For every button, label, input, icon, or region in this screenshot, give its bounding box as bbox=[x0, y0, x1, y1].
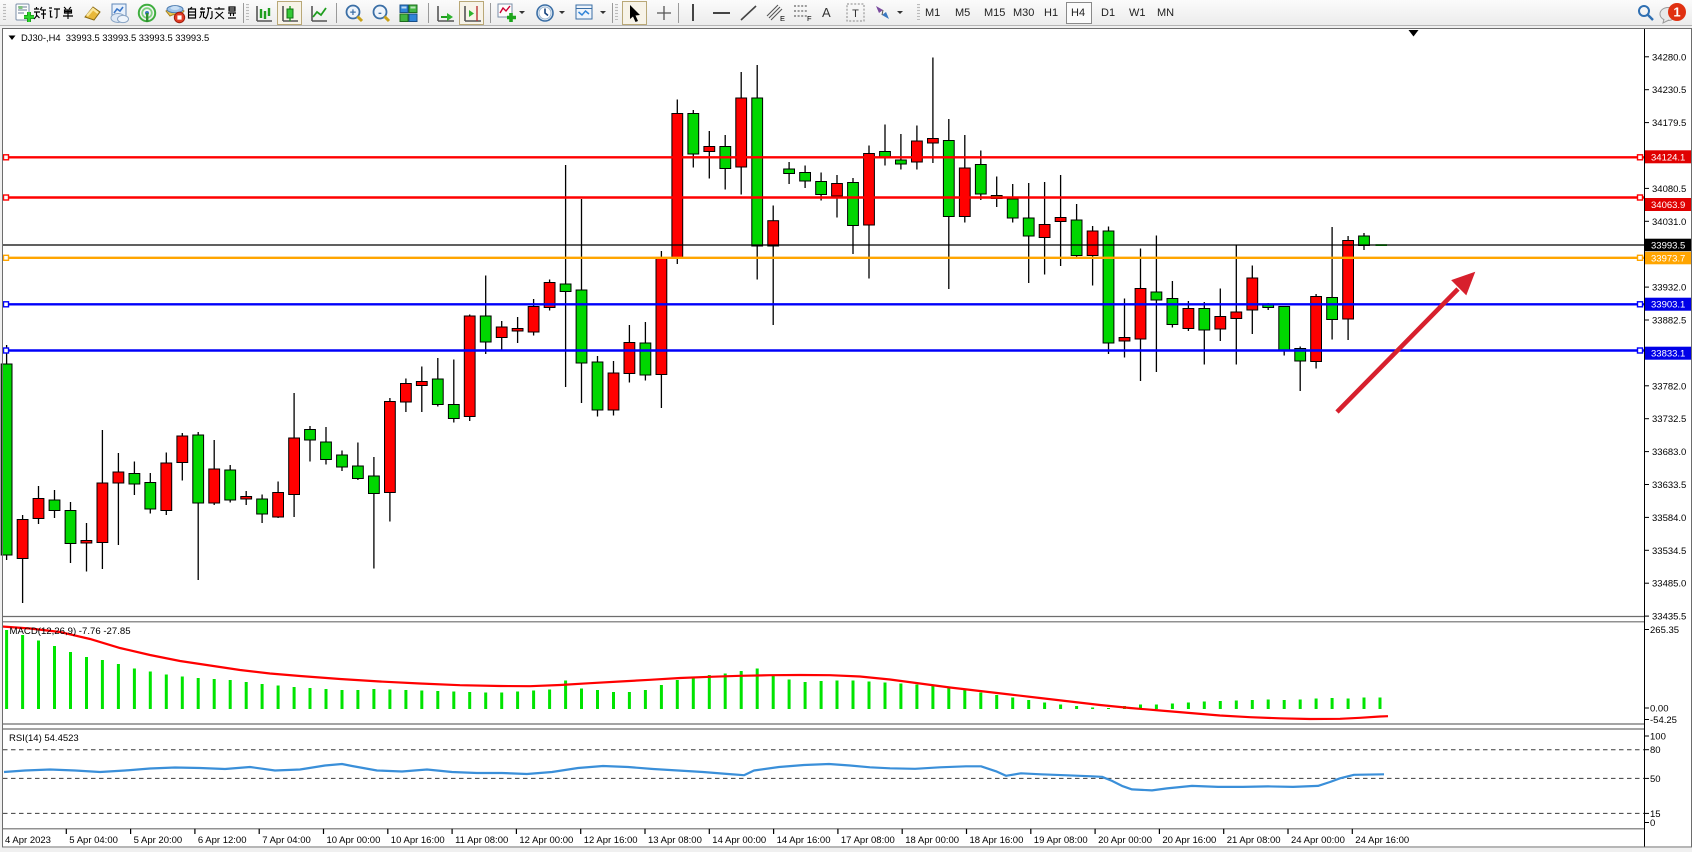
svg-text:20 Apr 00:00: 20 Apr 00:00 bbox=[1098, 835, 1152, 846]
svg-text:265.35: 265.35 bbox=[1650, 625, 1679, 636]
svg-text:10 Apr 00:00: 10 Apr 00:00 bbox=[327, 835, 381, 846]
svg-text:RSI(14) 54.4523: RSI(14) 54.4523 bbox=[9, 733, 79, 744]
svg-text:33633.5: 33633.5 bbox=[1652, 480, 1686, 491]
svg-text:34124.1: 34124.1 bbox=[1651, 152, 1685, 163]
svg-text:+: + bbox=[350, 7, 356, 19]
svg-text:33584.0: 33584.0 bbox=[1652, 513, 1686, 524]
svg-text:50: 50 bbox=[1650, 774, 1661, 785]
svg-text:DJ30-,H4 33993.5 33993.5 3399: DJ30-,H4 33993.5 33993.5 33993.5 33993.5 bbox=[21, 32, 209, 43]
svg-text:33485.0: 33485.0 bbox=[1652, 579, 1686, 590]
svg-text:7 Apr 04:00: 7 Apr 04:00 bbox=[262, 835, 311, 846]
svg-text:14 Apr 00:00: 14 Apr 00:00 bbox=[712, 835, 766, 846]
svg-text:33882.5: 33882.5 bbox=[1652, 316, 1686, 327]
svg-text:E: E bbox=[780, 14, 785, 23]
svg-text:21 Apr 08:00: 21 Apr 08:00 bbox=[1227, 835, 1281, 846]
svg-text:80: 80 bbox=[1650, 745, 1661, 756]
svg-text:33534.5: 33534.5 bbox=[1652, 546, 1686, 557]
svg-text:19 Apr 08:00: 19 Apr 08:00 bbox=[1034, 835, 1088, 846]
svg-text:20 Apr 16:00: 20 Apr 16:00 bbox=[1162, 835, 1216, 846]
svg-text:33932.0: 33932.0 bbox=[1652, 283, 1686, 294]
svg-text:18 Apr 16:00: 18 Apr 16:00 bbox=[970, 835, 1024, 846]
svg-text:100: 100 bbox=[1650, 732, 1666, 743]
svg-text:1: 1 bbox=[1673, 5, 1680, 20]
svg-text:24 Apr 16:00: 24 Apr 16:00 bbox=[1355, 835, 1409, 846]
svg-text:12 Apr 00:00: 12 Apr 00:00 bbox=[519, 835, 573, 846]
svg-text:33683.0: 33683.0 bbox=[1652, 447, 1686, 458]
svg-text:33973.7: 33973.7 bbox=[1651, 254, 1685, 265]
svg-text:34080.5: 34080.5 bbox=[1652, 184, 1686, 195]
svg-text:0.00: 0.00 bbox=[1650, 704, 1669, 715]
svg-text:33993.5: 33993.5 bbox=[1651, 240, 1685, 251]
svg-text:34179.5: 34179.5 bbox=[1652, 118, 1686, 129]
svg-text:MACD(12,26,9) -7.76 -27.85: MACD(12,26,9) -7.76 -27.85 bbox=[10, 626, 131, 637]
svg-text:5 Apr 20:00: 5 Apr 20:00 bbox=[134, 835, 183, 846]
svg-text:33435.5: 33435.5 bbox=[1652, 612, 1686, 623]
svg-text:-54.25: -54.25 bbox=[1650, 715, 1677, 726]
svg-text:33782.0: 33782.0 bbox=[1652, 381, 1686, 392]
svg-text:34031.0: 34031.0 bbox=[1652, 217, 1686, 228]
svg-text:5 Apr 04:00: 5 Apr 04:00 bbox=[69, 835, 118, 846]
svg-text:4 Apr 2023: 4 Apr 2023 bbox=[5, 835, 51, 846]
svg-text:6 Apr 12:00: 6 Apr 12:00 bbox=[198, 835, 247, 846]
svg-text:12 Apr 16:00: 12 Apr 16:00 bbox=[584, 835, 638, 846]
svg-text:10 Apr 16:00: 10 Apr 16:00 bbox=[391, 835, 445, 846]
svg-text:13 Apr 08:00: 13 Apr 08:00 bbox=[648, 835, 702, 846]
svg-text:24 Apr 00:00: 24 Apr 00:00 bbox=[1291, 835, 1345, 846]
svg-text:17 Apr 08:00: 17 Apr 08:00 bbox=[841, 835, 895, 846]
svg-text:T: T bbox=[852, 8, 859, 20]
svg-text:-: - bbox=[378, 7, 382, 19]
svg-text:F: F bbox=[807, 14, 812, 23]
svg-text:11 Apr 08:00: 11 Apr 08:00 bbox=[455, 835, 508, 846]
svg-text:15: 15 bbox=[1650, 809, 1661, 820]
svg-text:33732.5: 33732.5 bbox=[1652, 414, 1686, 425]
svg-text:0: 0 bbox=[1650, 818, 1655, 829]
svg-text:34280.0: 34280.0 bbox=[1652, 52, 1686, 63]
svg-text:34063.9: 34063.9 bbox=[1651, 200, 1685, 211]
svg-text:33903.1: 33903.1 bbox=[1651, 300, 1685, 311]
svg-text:14 Apr 16:00: 14 Apr 16:00 bbox=[777, 835, 831, 846]
svg-text:33833.1: 33833.1 bbox=[1651, 349, 1685, 360]
svg-text:18 Apr 00:00: 18 Apr 00:00 bbox=[905, 835, 959, 846]
svg-text:34230.5: 34230.5 bbox=[1652, 85, 1686, 96]
